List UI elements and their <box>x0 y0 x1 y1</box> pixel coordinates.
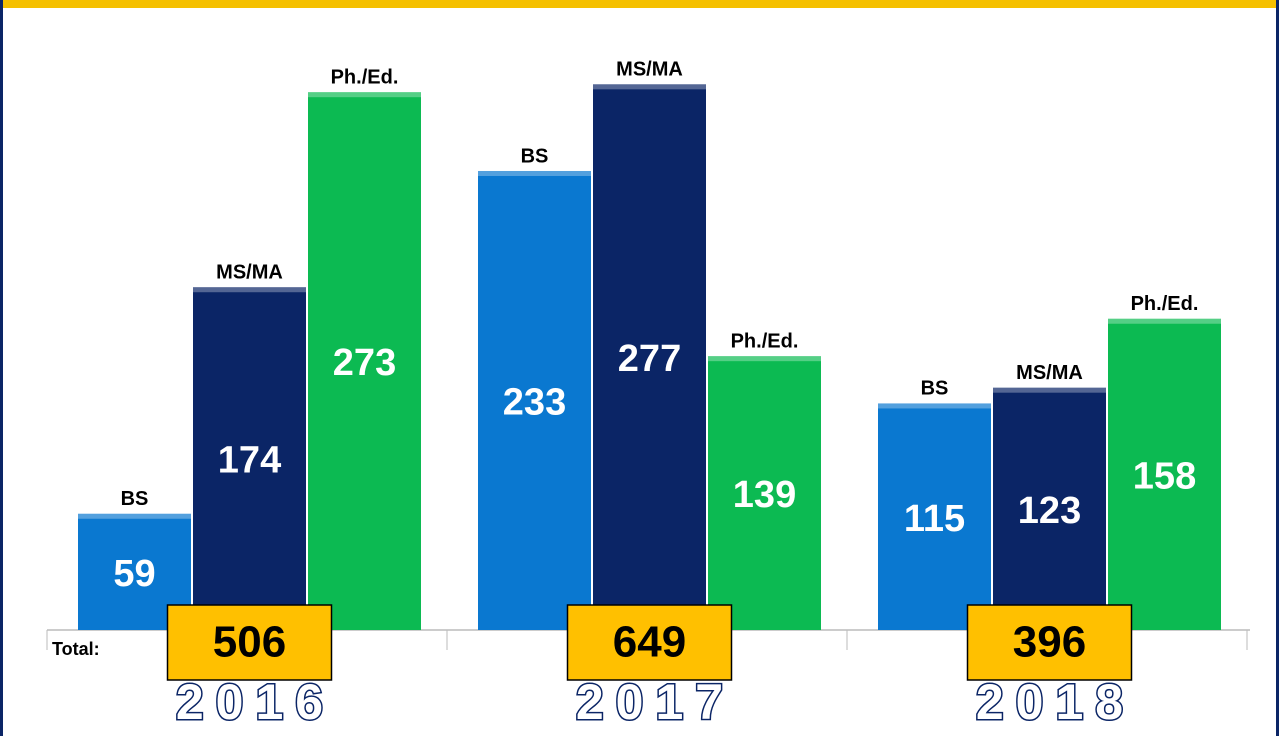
left-border <box>0 0 3 736</box>
bar-bevel <box>593 84 706 90</box>
bar-bevel <box>1108 318 1221 324</box>
bar <box>878 403 991 630</box>
bar-bevel <box>993 387 1106 393</box>
total-value: 396 <box>1013 618 1086 667</box>
value-label: 139 <box>733 474 796 516</box>
series-label: Ph./Ed. <box>331 66 399 88</box>
bar-bevel <box>308 92 421 98</box>
bar-bevel <box>193 287 306 293</box>
series-label: Ph./Ed. <box>1131 293 1199 315</box>
bar <box>708 356 821 630</box>
right-border <box>1276 0 1279 736</box>
bar-bevel <box>78 513 191 519</box>
value-label: 158 <box>1133 455 1196 497</box>
value-label: 59 <box>113 553 155 595</box>
series-label: Ph./Ed. <box>731 330 799 352</box>
total-value: 649 <box>613 618 686 667</box>
value-label: 174 <box>218 440 281 482</box>
bar <box>593 84 706 630</box>
top-border <box>0 0 1279 8</box>
bar <box>193 287 306 630</box>
total-box <box>566 604 733 681</box>
value-label: 233 <box>503 382 566 424</box>
total-label: Total: <box>52 639 100 659</box>
bar-bevel <box>478 170 591 176</box>
series-label: BS <box>121 488 149 510</box>
total-box <box>966 604 1133 681</box>
x-tick-label: 2017 <box>576 674 735 730</box>
bar <box>993 387 1106 630</box>
bar-bevel <box>708 356 821 362</box>
series-label: MS/MA <box>616 59 683 81</box>
bar-bevel <box>878 403 991 409</box>
series-label: MS/MA <box>216 262 283 284</box>
value-label: 277 <box>618 338 681 380</box>
x-tick-label: 2016 <box>176 674 335 730</box>
value-label: 115 <box>904 498 965 540</box>
total-value: 506 <box>213 618 286 667</box>
series-label: BS <box>921 378 949 400</box>
series-label: BS <box>521 145 549 167</box>
value-label: 273 <box>333 342 396 384</box>
bar <box>308 92 421 630</box>
value-label: 123 <box>1018 490 1081 532</box>
x-tick-label: 2018 <box>976 674 1135 730</box>
bar <box>478 170 591 631</box>
bar <box>1108 318 1221 630</box>
series-label: MS/MA <box>1016 362 1083 384</box>
total-box <box>166 604 333 681</box>
